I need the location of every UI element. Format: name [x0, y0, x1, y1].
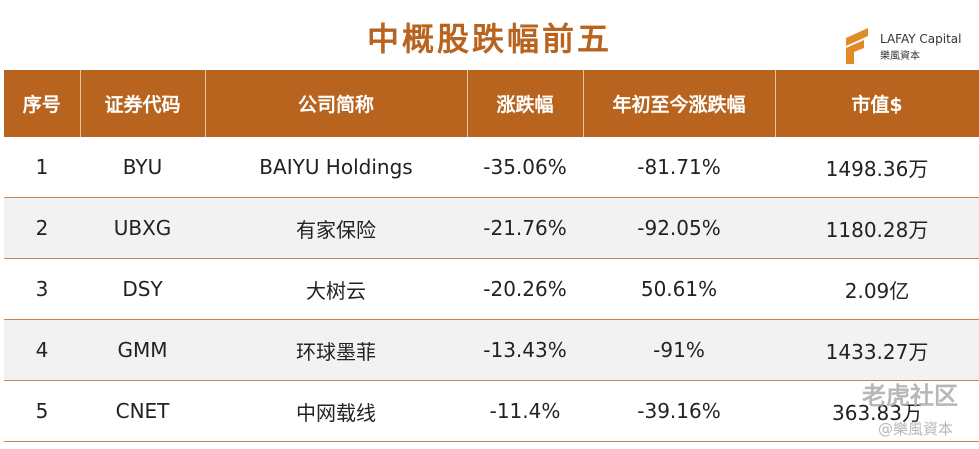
- cell: 2: [4, 197, 80, 259]
- logo: LAFAY Capital 樂風資本: [842, 26, 972, 66]
- column-header: 公司简称: [205, 70, 468, 137]
- cell: -92.05%: [583, 197, 775, 259]
- cell: -81.71%: [583, 137, 775, 198]
- brand-cn: 樂風資本: [880, 51, 920, 62]
- table-row: 5 CNET 中网载线 -11.4% -39.16% 363.83万: [4, 380, 979, 442]
- cell: 5: [4, 380, 80, 442]
- cell: 环球墨菲: [205, 319, 467, 381]
- table-row: 4 GMM 环球墨菲 -13.43% -91% 1433.27万: [4, 319, 979, 381]
- cell: CNET: [80, 380, 205, 442]
- cell: BYU: [80, 137, 205, 198]
- header-row: 序号 证券代码 公司简称 涨跌幅 年初至今涨跌幅 市值$: [4, 70, 979, 137]
- table-row: 3 DSY 大树云 -20.26% 50.61% 2.09亿: [4, 258, 979, 320]
- cell: UBXG: [80, 197, 205, 259]
- column-header: 年初至今涨跌幅: [583, 70, 776, 137]
- table-row: 1 BYU BAIYU Holdings -35.06% -81.71% 1498.36万: [4, 137, 979, 198]
- column-header: 证券代码: [80, 70, 206, 137]
- cell: 50.61%: [583, 258, 775, 320]
- cell: 1180.28万: [775, 197, 979, 259]
- cell: 363.83万: [775, 380, 979, 442]
- cell: 大树云: [205, 258, 467, 320]
- cell: 1498.36万: [775, 137, 979, 198]
- table-row: 2 UBXG 有家保险 -21.76% -92.05% 1180.28万: [4, 197, 979, 259]
- cell: -13.43%: [467, 319, 583, 381]
- cell: GMM: [80, 319, 205, 381]
- cell: 有家保险: [205, 197, 467, 259]
- column-header: 序号: [4, 70, 81, 137]
- column-header: 市值$: [775, 70, 979, 137]
- cell: 3: [4, 258, 80, 320]
- table: 序号 证券代码 公司简称 涨跌幅 年初至今涨跌幅 市值$ 1 BYU BAIYU Holdin…: [4, 70, 979, 442]
- cell: -20.26%: [467, 258, 583, 320]
- brand: LAFAY Capital: [880, 32, 962, 46]
- logo-mark: [846, 28, 868, 64]
- cell: 4: [4, 319, 80, 381]
- table-body: 1 BYU BAIYU Holdings -35.06% -81.71% 1498.36万…: [4, 137, 979, 442]
- cell: -35.06%: [467, 137, 583, 198]
- cell: -91%: [583, 319, 775, 381]
- cell: 1: [4, 137, 80, 198]
- cell: BAIYU Holdings: [205, 137, 467, 198]
- column-header: 涨跌幅: [467, 70, 584, 137]
- cell: -11.4%: [467, 380, 583, 442]
- watermark: 老虎社区: [862, 382, 958, 410]
- cell: 中网载线: [205, 380, 467, 442]
- watermark-sub: @樂風資本: [878, 420, 954, 438]
- title: 中概股跌幅前五: [366, 20, 612, 58]
- cell: -21.76%: [467, 197, 583, 259]
- cell: DSY: [80, 258, 205, 320]
- cell: 1433.27万: [775, 319, 979, 381]
- cell: -39.16%: [583, 380, 775, 442]
- cell: 2.09亿: [775, 258, 979, 320]
